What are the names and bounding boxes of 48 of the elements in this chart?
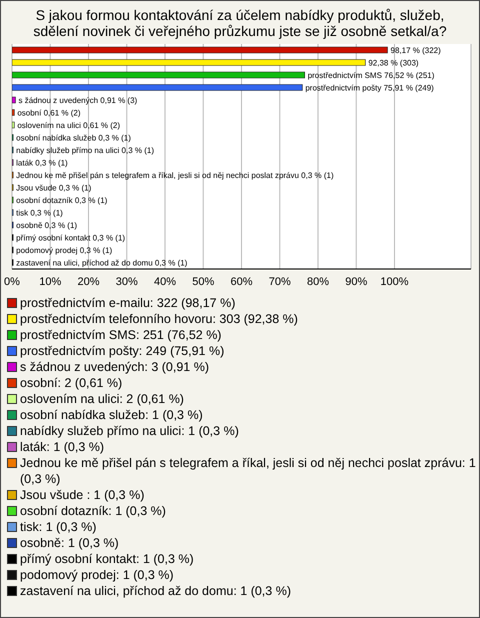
data-label: Jsou všude 0,3 % (1)	[16, 183, 92, 192]
legend-label: s žádnou z uvedených: 3 (0,91 %)	[20, 359, 210, 375]
legend-label: prostřednictvím e-mailu: 322 (98,17 %)	[20, 295, 236, 311]
legend-label: Jsou všude : 1 (0,3 %)	[20, 487, 144, 503]
x-tick-label: 100%	[380, 276, 409, 288]
legend-label: Jednou ke mě přišel pán s telegrafem a říkal, jesli si od něj nechci poslat zprávu: 1 (0,3 %)	[20, 455, 477, 487]
legend-label: osobní: 2 (0,61 %)	[20, 375, 122, 391]
legend-label: nabídky služeb přímo na ulici: 1 (0,3 %)	[20, 423, 239, 439]
chart-title: S jakou formou kontaktování za účelem nabídky produktů, služeb, sdělení novinek či veřejného průzkumu jste se již osobně setkal/a?	[32, 6, 448, 41]
data-label: prostřednictvím pošty 75,91 % (249)	[305, 83, 434, 92]
data-label: s žádnou z uvedených 0,91 % (3)	[18, 96, 138, 105]
data-label: 92,38 % (303)	[368, 58, 419, 68]
data-label: osobní 0,61 % (2)	[17, 108, 81, 118]
data-label: laták 0,3 % (1)	[16, 158, 68, 168]
x-tick-label: 10%	[39, 276, 62, 288]
data-label: prostřednictvím SMS 76,52 % (251)	[308, 70, 435, 80]
data-label: osobně 0,3 % (1)	[16, 220, 78, 230]
legend-label: oslovením na ulici: 2 (0,61 %)	[20, 391, 184, 407]
data-label: osobní nabídka služeb 0,3 % (1)	[16, 133, 132, 142]
legend-label: osobní nabídka služeb: 1 (0,3 %)	[20, 407, 203, 423]
data-label: zastavení na ulici, příchod až do domu 0,3 % (1)	[16, 258, 188, 268]
x-tick-label: 80%	[306, 276, 330, 288]
legend-label: prostřednictvím SMS: 251 (76,52 %)	[20, 327, 222, 343]
x-tick-label: 90%	[345, 276, 368, 288]
data-label: Jednou ke mě přišel pán s telegrafem a říkal, jesli si od něj nechci poslat zprávu 0,3 % (1)	[16, 170, 334, 180]
data-label: přímý osobní kontakt 0,3 % (1)	[16, 233, 126, 242]
legend-label: přímý osobní kontakt: 1 (0,3 %)	[20, 551, 194, 567]
x-tick-label: 40%	[154, 276, 176, 288]
data-label: osobní dotazník 0,3 % (1)	[16, 196, 108, 205]
x-tick-label: 70%	[268, 276, 291, 288]
legend-label: zastavení na ulici, příchod až do domu: 1 (0,3 %)	[20, 583, 291, 599]
data-label: oslovením na ulici 0,61 % (2)	[17, 120, 120, 130]
legend-label: osobně: 1 (0,3 %)	[20, 535, 119, 551]
x-tick-label: 30%	[116, 276, 138, 288]
legend-label: laták: 1 (0,3 %)	[20, 439, 104, 455]
x-tick-label: 50%	[192, 276, 214, 288]
x-tick-label: 60%	[230, 276, 253, 288]
data-label: 98,17 % (322)	[390, 46, 442, 55]
legend-label: osobní dotazník: 1 (0,3 %)	[20, 503, 166, 519]
data-label: podomový prodej 0,3 % (1)	[16, 246, 113, 255]
legend-label: prostřednictvím pošty: 249 (75,91 %)	[20, 343, 224, 359]
x-tick-label: 20%	[77, 276, 100, 288]
data-label: tisk 0,3 % (1)	[16, 208, 64, 218]
legend-label: podomový prodej: 1 (0,3 %)	[20, 567, 174, 583]
legend-label: prostřednictvím telefonního hovoru: 303 (92,38 %)	[20, 311, 298, 327]
data-label: nabídky služeb přímo na ulici 0,3 % (1)	[16, 146, 154, 155]
legend-label: tisk: 1 (0,3 %)	[20, 519, 96, 535]
x-tick-label: 0%	[4, 276, 20, 288]
